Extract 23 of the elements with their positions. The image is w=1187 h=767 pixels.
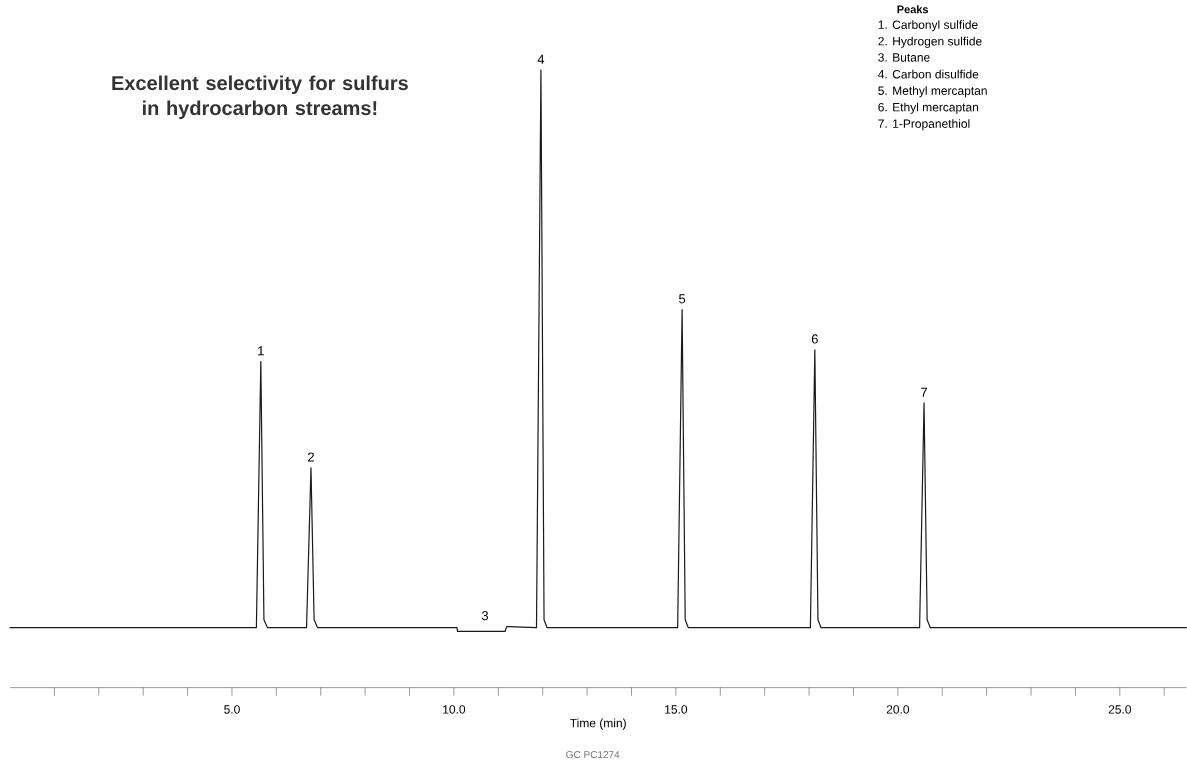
text: GC PC1274	[566, 751, 620, 759]
legend-title: Peaks	[897, 5, 929, 14]
text: Excellent selectivity for sulfurs in hydrocarbon streams!	[112, 75, 408, 120]
x-tick-label: 25.0	[1108, 705, 1132, 714]
x-tick-label: 5.0	[224, 705, 240, 714]
text: 2. Hydrogen sulfide	[878, 36, 982, 49]
x-tick-label: 20.0	[886, 705, 910, 714]
x-tick-label: 10.0	[443, 705, 466, 714]
text: 3. Butane	[878, 53, 930, 62]
annotation: 6	[811, 334, 818, 344]
x-axis-title: Time (min)	[570, 718, 626, 730]
annotation: 4	[537, 55, 545, 64]
annotation: 5. Methyl mercaptan	[878, 86, 987, 98]
annotation: 7. 1-Propanethiol	[878, 119, 970, 131]
annotation: 7	[921, 387, 927, 397]
annotation: 4. Carbon disulfide	[878, 69, 979, 79]
annotation: 3	[481, 611, 489, 621]
annotation: 6. Ethyl mercaptan	[878, 102, 979, 115]
x-tick-label: 15.0	[665, 705, 688, 714]
annotation: 1	[258, 346, 264, 356]
text: 1. Carbonyl sulfide	[878, 20, 978, 32]
annotation: 5	[679, 294, 686, 304]
annotation: 2	[308, 452, 314, 462]
